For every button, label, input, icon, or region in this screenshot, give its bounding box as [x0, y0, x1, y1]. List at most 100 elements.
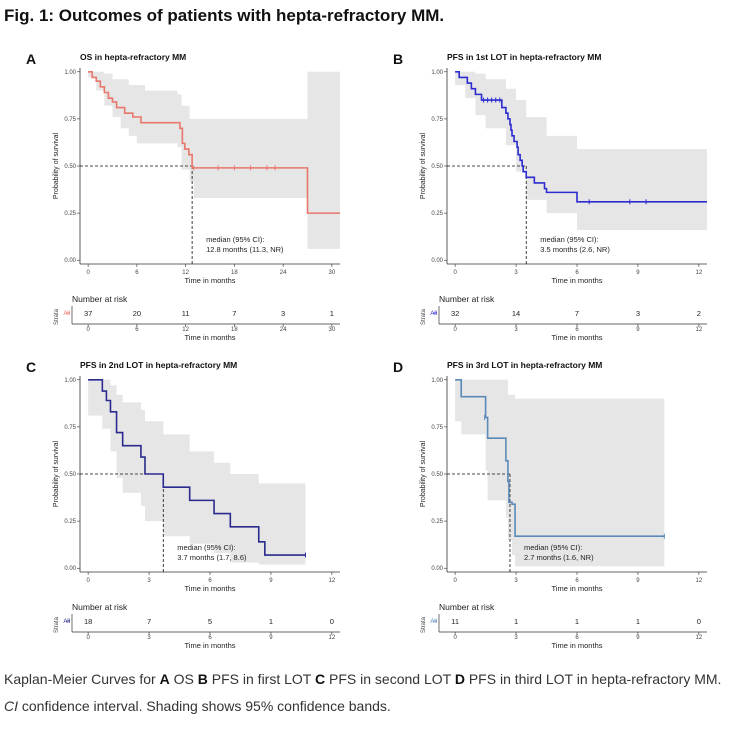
y-tick-label: 1.00: [431, 378, 443, 384]
risk-x-tick-label: 6: [208, 635, 212, 641]
x-tick-label: 0: [86, 578, 90, 584]
risk-x-tick-label: 3: [514, 327, 518, 333]
confidence-band: [455, 379, 665, 567]
risk-count: 2: [697, 309, 701, 318]
panel-a: A OS in hepta-refractory MM 0.00 0.25 0.50 0.…: [26, 51, 340, 342]
risk-count: 1: [330, 309, 334, 318]
risk-x-tick-label: 0: [86, 327, 90, 333]
risk-x-tick-label: 12: [329, 635, 336, 641]
confidence-band: [88, 71, 340, 249]
median-value: 3.5 months (2.6, NR): [540, 245, 610, 254]
median-value: 12.8 months (11.3, NR): [206, 245, 284, 254]
panel-title: OS in hepta-refractory MM: [80, 52, 186, 62]
risk-x-tick-label: 9: [269, 635, 273, 641]
y-tick-label: 1.00: [431, 70, 443, 76]
y-tick-label: 0.75: [64, 425, 76, 431]
risk-count: 1: [514, 617, 518, 626]
x-axis-label: Time in months: [552, 276, 603, 285]
risk-x-tick-label: 3: [514, 635, 518, 641]
y-tick-label: 0.50: [431, 164, 443, 170]
risk-table-title: Number at risk: [72, 602, 128, 612]
x-tick-label: 6: [575, 270, 579, 276]
panel-letter: B: [393, 51, 403, 67]
median-label: median (95% CI):: [524, 543, 582, 552]
risk-count: 7: [575, 309, 579, 318]
risk-count: 20: [133, 309, 141, 318]
panel-b: B PFS in 1st LOT in hepta-refractory MM 0.…: [393, 51, 707, 342]
y-tick-label: 0.50: [64, 472, 76, 478]
median-value: 3.7 months (1.7, 8.6): [177, 553, 247, 562]
panel-c: C PFS in 2nd LOT in hepta-refractory MM 0.…: [26, 359, 340, 650]
y-tick-label: 0.25: [64, 211, 76, 217]
caption-label-c: C: [315, 671, 326, 687]
risk-count: 37: [84, 309, 92, 318]
y-tick-label: 0.75: [64, 117, 76, 123]
panel-d: D PFS in 3rd LOT in hepta-refractory MM 0.…: [393, 359, 707, 650]
x-tick-label: 6: [208, 578, 212, 584]
panel-letter: C: [26, 359, 36, 375]
panel-title: PFS in 1st LOT in hepta-refractory MM: [447, 52, 601, 62]
risk-table-title: Number at risk: [72, 294, 128, 304]
risk-strata-label: Strata: [54, 308, 60, 325]
y-axis-label: Probability of survival: [420, 440, 427, 507]
risk-count: 32: [451, 309, 459, 318]
x-tick-label: 0: [453, 270, 457, 276]
risk-count: 1: [636, 617, 640, 626]
risk-x-tick-label: 24: [280, 327, 287, 333]
x-tick-label: 0: [86, 270, 90, 276]
risk-x-tick-label: 6: [135, 327, 139, 333]
x-tick-label: 6: [575, 578, 579, 584]
caption-lead: Kaplan-Meier Curves for: [4, 671, 156, 687]
y-axis-label: Probability of survival: [53, 132, 60, 199]
x-tick-label: 12: [696, 270, 703, 276]
y-tick-label: 0.25: [431, 211, 443, 217]
risk-x-tick-label: 6: [575, 327, 579, 333]
risk-all-label: All: [63, 619, 70, 625]
caption-label-a: A: [159, 671, 170, 687]
panel-title: PFS in 2nd LOT in hepta-refractory MM: [80, 360, 237, 370]
y-tick-label: 0.25: [64, 519, 76, 525]
risk-x-tick-label: 12: [182, 327, 189, 333]
risk-strata-label: Strata: [421, 308, 427, 325]
confidence-band: [455, 71, 707, 231]
survival-curve: [88, 378, 306, 556]
survival-curve: [88, 70, 340, 214]
x-tick-label: 3: [514, 578, 518, 584]
x-axis-label: Time in months: [552, 584, 603, 593]
risk-table-title: Number at risk: [439, 294, 495, 304]
caption-text-d: PFS in third LOT in hepta-refractory MM.: [468, 671, 722, 687]
risk-x-axis-label: Time in months: [185, 641, 236, 650]
risk-strata-label: Strata: [54, 616, 60, 633]
figure-title: Fig. 1: Outcomes of patients with hepta-…: [4, 6, 445, 25]
x-tick-label: 24: [280, 270, 287, 276]
risk-x-tick-label: 12: [696, 635, 703, 641]
risk-x-tick-label: 12: [696, 327, 703, 333]
median-label: median (95% CI):: [540, 235, 598, 244]
risk-count: 0: [330, 617, 334, 626]
y-tick-label: 0.50: [431, 472, 443, 478]
y-tick-label: 0.50: [64, 164, 76, 170]
risk-count: 3: [281, 309, 285, 318]
risk-all-label: All: [63, 311, 70, 317]
caption-ci-abbr: CI: [4, 698, 18, 714]
survival-curve: [455, 70, 707, 203]
caption-label-b: B: [197, 671, 208, 687]
figure-caption: Kaplan-Meier Curves for A OS B PFS in fi…: [4, 666, 724, 720]
y-tick-label: 1.00: [64, 378, 76, 384]
y-tick-label: 0.00: [431, 566, 443, 572]
y-axis-label: Probability of survival: [420, 132, 427, 199]
caption-text-b: PFS in first LOT: [211, 671, 312, 687]
risk-count: 18: [84, 617, 92, 626]
x-tick-label: 3: [147, 578, 151, 584]
risk-count: 11: [451, 617, 459, 626]
confidence-band: [88, 379, 306, 565]
x-tick-label: 6: [135, 270, 139, 276]
panel-title: PFS in 3rd LOT in hepta-refractory MM: [447, 360, 602, 370]
y-tick-label: 0.75: [431, 117, 443, 123]
risk-all-label: All: [430, 619, 437, 625]
x-axis-label: Time in months: [185, 584, 236, 593]
median-label: median (95% CI):: [177, 543, 235, 552]
risk-x-tick-label: 3: [147, 635, 151, 641]
y-tick-label: 0.00: [64, 258, 76, 264]
risk-x-tick-label: 0: [453, 327, 457, 333]
